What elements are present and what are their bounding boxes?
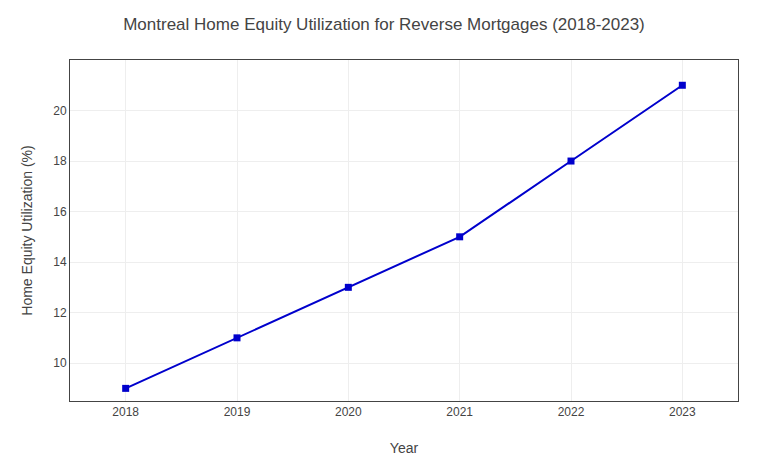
svg-text:2021: 2021 — [446, 405, 473, 419]
svg-text:2020: 2020 — [335, 405, 362, 419]
svg-text:2019: 2019 — [224, 405, 251, 419]
svg-text:12: 12 — [53, 306, 67, 320]
svg-text:10: 10 — [53, 356, 67, 370]
svg-text:2018: 2018 — [112, 405, 139, 419]
svg-text:20: 20 — [53, 104, 67, 118]
svg-text:Montreal Home Equity Utilizati: Montreal Home Equity Utilization for Rev… — [123, 15, 645, 34]
svg-text:2023: 2023 — [669, 405, 696, 419]
svg-text:Year: Year — [390, 440, 419, 456]
svg-text:Home Equity Utilization (%): Home Equity Utilization (%) — [19, 145, 35, 315]
svg-text:18: 18 — [53, 154, 67, 168]
svg-text:14: 14 — [53, 255, 67, 269]
svg-text:16: 16 — [53, 205, 67, 219]
svg-text:2022: 2022 — [558, 405, 585, 419]
